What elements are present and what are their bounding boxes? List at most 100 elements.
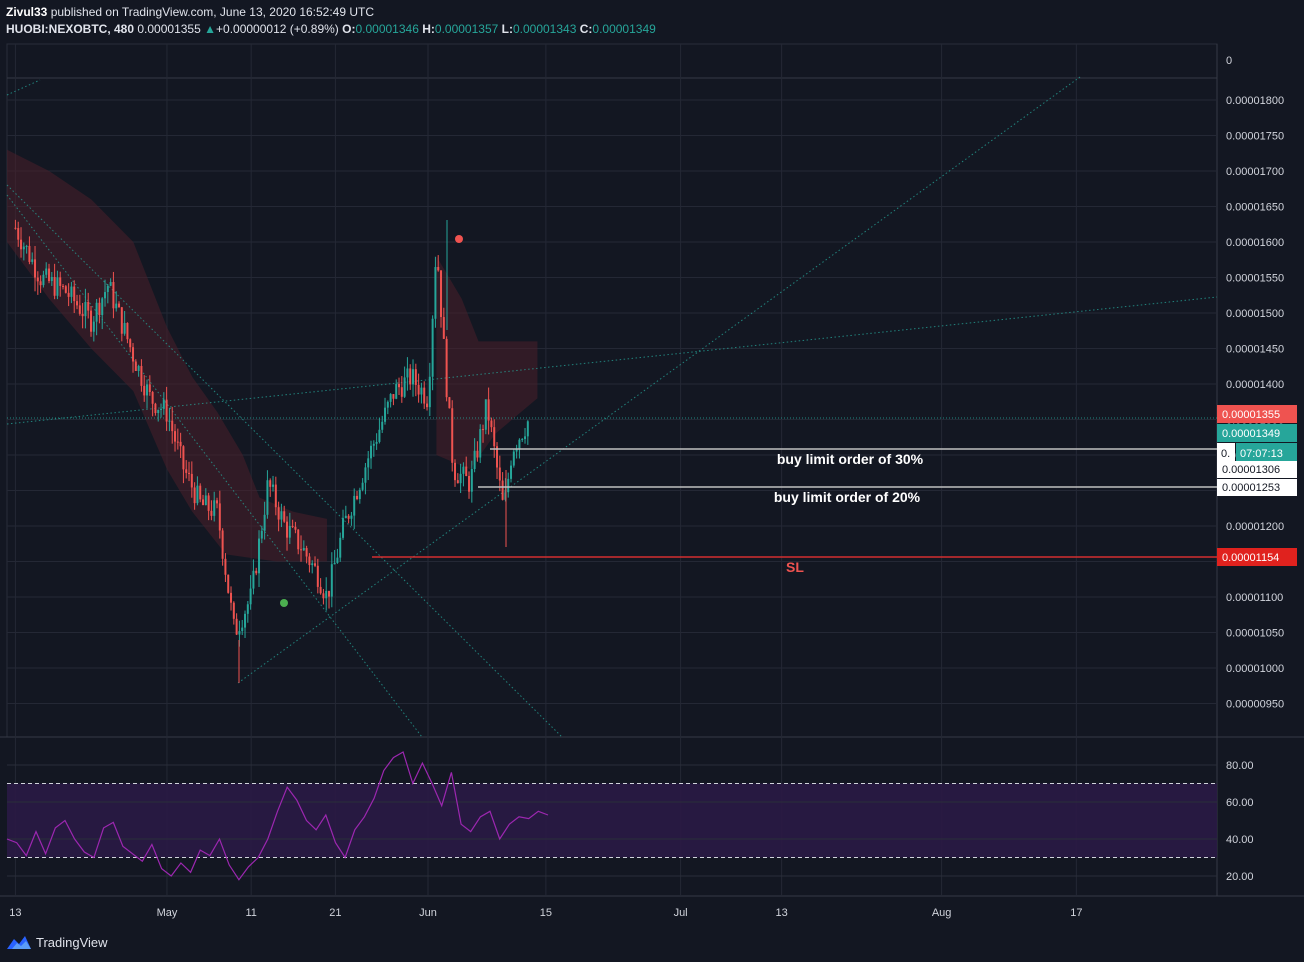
candle-body xyxy=(20,239,23,250)
candle-body xyxy=(496,446,499,468)
candle-body xyxy=(165,399,168,422)
candle-body xyxy=(162,399,165,409)
y-tick-label: 0.00001450 xyxy=(1226,344,1284,356)
candle-body xyxy=(252,570,255,589)
candle-body xyxy=(210,510,213,516)
y-tick-label-top: 0 xyxy=(1226,55,1232,67)
candle-body xyxy=(81,313,84,317)
candle-body xyxy=(300,549,303,551)
candle-body xyxy=(98,302,101,316)
candle-body xyxy=(151,391,154,404)
candle-body xyxy=(174,431,177,442)
y-tick-label: 0.00001550 xyxy=(1226,273,1284,285)
candle-body xyxy=(440,270,443,318)
last-price: 0.00001355 xyxy=(137,22,201,36)
trendline-down-1 xyxy=(6,194,423,738)
rsi-line xyxy=(6,751,549,881)
candle-body xyxy=(230,592,233,603)
candle-body xyxy=(246,604,249,614)
candle-body xyxy=(330,564,333,597)
candle-body xyxy=(202,499,205,506)
rsi-y-tick-label: 20.00 xyxy=(1226,871,1254,883)
candle-body xyxy=(17,228,20,240)
candle-body xyxy=(470,468,473,492)
candle-body xyxy=(451,408,454,463)
candle-body xyxy=(218,503,221,531)
candle-body xyxy=(358,489,361,500)
close-price-tag-bg xyxy=(1217,424,1297,442)
candle-body xyxy=(224,558,227,575)
candle-body xyxy=(507,478,510,493)
candle-body xyxy=(56,277,59,296)
candle-body xyxy=(524,436,527,440)
candle-body xyxy=(196,485,199,504)
candle-body xyxy=(48,268,51,282)
candle-body xyxy=(22,246,25,250)
candle-body xyxy=(526,421,529,437)
candle-body xyxy=(515,448,518,452)
candle-body xyxy=(146,384,149,396)
candle-body xyxy=(501,480,504,500)
candle-body xyxy=(493,427,496,447)
y-tick-label: 0.00001700 xyxy=(1226,166,1284,178)
candle-body xyxy=(431,318,434,377)
candle-body xyxy=(283,511,286,522)
candle-body xyxy=(126,322,129,340)
candle-body xyxy=(412,369,415,385)
y-tick-label: 0.00001050 xyxy=(1226,628,1284,640)
candle-body xyxy=(417,384,420,395)
x-tick-label: 17 xyxy=(1070,907,1082,919)
rsi-band xyxy=(7,783,1217,858)
candle-body xyxy=(14,227,17,229)
candle-body xyxy=(344,515,347,519)
order-20-tag: 0.00001253 xyxy=(1222,482,1280,494)
candle-body xyxy=(263,514,266,531)
candle-body xyxy=(521,439,524,441)
x-tick-label: 21 xyxy=(329,907,341,919)
candle-body xyxy=(322,593,325,599)
candle-body xyxy=(227,574,230,593)
candle-body xyxy=(454,462,457,481)
candle-body xyxy=(384,407,387,422)
candle-body xyxy=(409,368,412,385)
symbol-label[interactable]: HUOBI:NEXOBTC, 480 xyxy=(6,22,135,36)
candle-body xyxy=(381,421,384,430)
candle-body xyxy=(64,286,67,293)
candle-body xyxy=(288,525,291,538)
candle-body xyxy=(115,303,118,309)
trendline-long xyxy=(6,296,1218,425)
candle-body xyxy=(336,557,339,563)
candle-body xyxy=(148,384,151,392)
candle-body xyxy=(25,245,28,247)
rsi-y-tick-label: 40.00 xyxy=(1226,834,1254,846)
candle-body xyxy=(473,450,476,469)
candle-body xyxy=(319,586,322,594)
candle-body xyxy=(504,492,507,500)
candle-body xyxy=(398,383,401,388)
candle-body xyxy=(468,476,471,492)
author-name[interactable]: Zivul33 xyxy=(6,5,48,19)
candle-body xyxy=(305,548,308,557)
trendline-support xyxy=(237,76,1081,684)
change-arrow-icon: ▲ xyxy=(204,22,217,36)
candle-body xyxy=(361,482,364,490)
candle-body xyxy=(42,274,45,286)
candle-body xyxy=(249,588,252,605)
candle-body xyxy=(157,409,160,414)
candle-body xyxy=(171,420,174,432)
close-price-tag: 0.00001349 xyxy=(1222,428,1280,440)
y-tick-label: 0.00001500 xyxy=(1226,308,1284,320)
candle-body xyxy=(84,301,87,317)
candle-body xyxy=(347,515,350,519)
candle-body xyxy=(339,537,342,558)
candle-body xyxy=(311,563,314,566)
y-tick-label: 0.00001750 xyxy=(1226,131,1284,143)
close-label: C: xyxy=(579,22,593,36)
candle-body xyxy=(434,267,437,319)
candle-body xyxy=(395,383,398,399)
signal-dot-buy xyxy=(280,599,288,607)
candle-body xyxy=(123,322,126,334)
open-value: 0.00001346 xyxy=(355,22,419,36)
tradingview-brand[interactable]: TradingView xyxy=(6,934,108,950)
